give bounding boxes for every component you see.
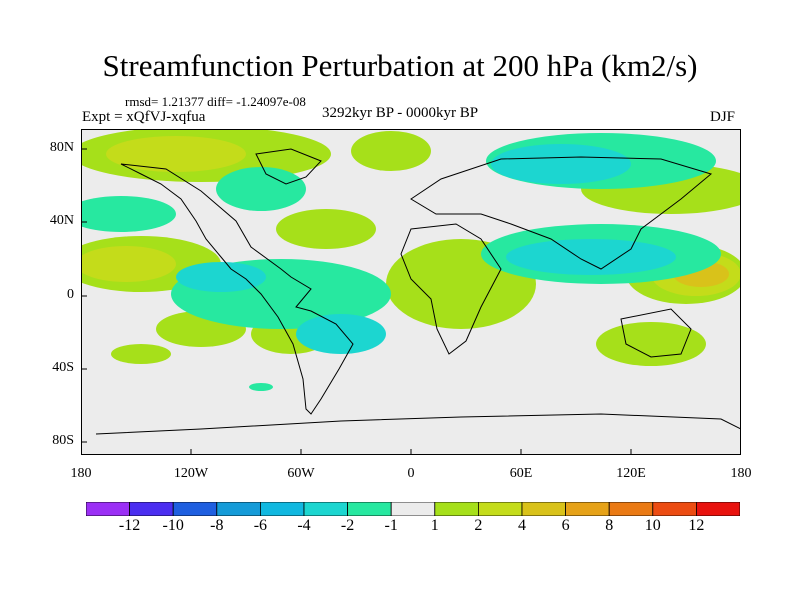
colorbar — [86, 502, 740, 516]
colorbar-swatch — [129, 502, 174, 516]
lat-label: 40S — [52, 360, 74, 375]
contour-south-pacific-west — [111, 344, 171, 364]
colorbar-swatch — [86, 502, 130, 516]
lon-label: 180 — [730, 466, 752, 481]
contour-fills — [81, 129, 741, 391]
lat-label: 0 — [67, 287, 74, 302]
contour-south-asia-core — [506, 239, 676, 275]
contour-north-atlantic — [351, 131, 431, 171]
eurasia-coast — [410, 156, 713, 270]
lon-label: 180 — [70, 466, 92, 481]
season-label: DJF — [710, 109, 736, 125]
contour-hudson — [216, 167, 306, 211]
colorbar-label: 1 — [430, 517, 439, 534]
colorbar-label: -6 — [253, 517, 268, 534]
colorbar-swatch — [696, 502, 740, 516]
contour-east-pacific-core — [81, 246, 176, 282]
contour-siberia-core — [491, 144, 631, 184]
lon-label: 120W — [173, 466, 209, 481]
colorbar-label: 10 — [644, 517, 661, 534]
contour-brazil-core — [296, 314, 386, 354]
colorbar-label: -10 — [162, 517, 184, 534]
colorbar-swatch — [565, 502, 610, 516]
antarctica-coast — [95, 413, 741, 435]
colorbar-swatch — [390, 502, 436, 516]
contour-north-america-arctic-core — [106, 136, 246, 172]
stats-text: rmsd= 1.21377 diff= -1.24097e-08 — [125, 94, 306, 109]
lat-label: 80N — [49, 140, 74, 155]
colorbar-swatch — [477, 502, 523, 516]
colorbar-swatch — [521, 502, 566, 516]
africa-coast — [400, 223, 502, 355]
americas-coast — [120, 163, 354, 415]
colorbar-swatch — [259, 502, 305, 516]
contour-mid-atlantic — [276, 209, 376, 249]
map-panel — [81, 129, 741, 455]
colorbar-label: 6 — [561, 517, 570, 534]
colorbar-label: 4 — [518, 517, 526, 534]
lat-label: 80S — [52, 433, 74, 448]
experiment-label: Expt = xQfVJ-xqfua — [82, 109, 206, 125]
period-label: 3292kyr BP - 0000kyr BP — [322, 105, 479, 121]
contour-southern-ocean — [249, 383, 273, 391]
contour-australia — [596, 322, 706, 366]
contour-caribbean — [176, 262, 266, 292]
colorbar-label: -1 — [384, 517, 398, 534]
colorbar-label: 2 — [474, 517, 483, 534]
colorbar-swatch — [172, 502, 218, 516]
lon-label: 60W — [287, 466, 315, 481]
lat-label: 40N — [49, 213, 74, 228]
map-ticks — [81, 148, 632, 455]
greenland-coast — [255, 148, 322, 185]
australia-coast — [620, 308, 692, 358]
colorbar-label: -4 — [297, 517, 311, 534]
colorbar-label: 8 — [605, 517, 614, 534]
colorbar-swatch — [434, 502, 479, 516]
colorbar-label: -8 — [210, 517, 224, 534]
lon-label: 0 — [407, 466, 415, 481]
colorbar-swatch — [608, 502, 654, 516]
plot-title: Streamfunction Perturbation at 200 hPa (… — [102, 48, 698, 83]
lon-label: 60E — [509, 466, 533, 481]
colorbar-label: -12 — [118, 517, 141, 534]
contour-north-pacific-east — [81, 196, 176, 232]
colorbar-label: 12 — [688, 517, 705, 534]
lon-label: 120E — [616, 466, 646, 481]
colorbar-swatch — [216, 502, 261, 516]
colorbar-swatch — [347, 502, 392, 516]
colorbar-swatch — [303, 502, 348, 516]
colorbar-swatch — [652, 502, 697, 516]
colorbar-label: -2 — [340, 517, 355, 534]
coastlines — [95, 148, 741, 435]
